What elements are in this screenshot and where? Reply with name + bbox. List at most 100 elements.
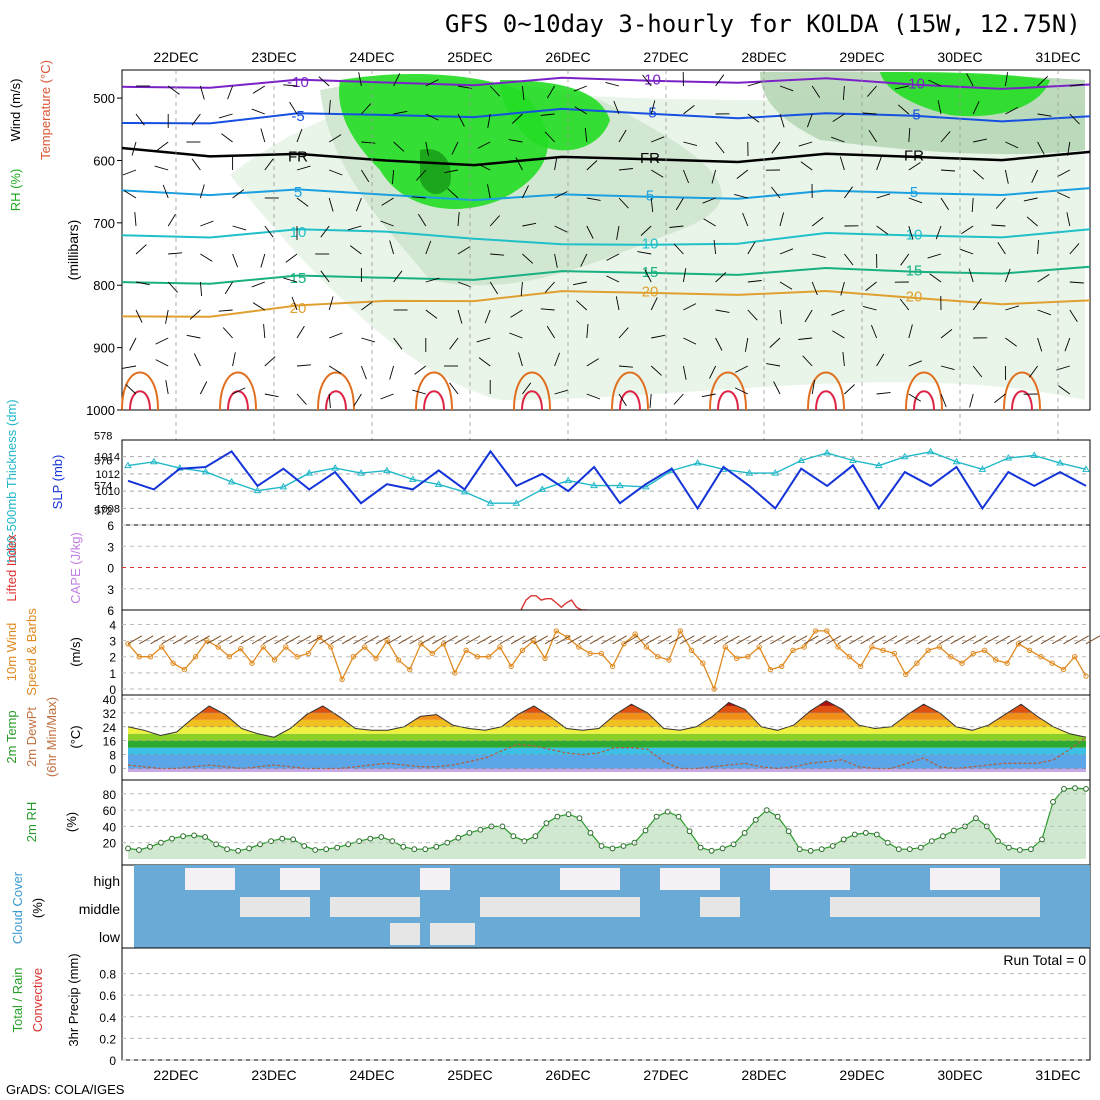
wind-barb [490,253,505,256]
wind-speed-point [249,660,255,666]
wind-speed-point [1026,647,1033,653]
thickness-point [823,449,831,456]
wind-barb [544,131,555,143]
wind10m-barb [240,635,255,645]
wind-barb [264,225,274,238]
isotherm-hot-loop [521,390,543,411]
ytick-thickness-label: 578 [94,430,112,442]
isotherm-label: 10 [290,224,307,241]
wind-speed-point [779,663,785,670]
isotherm-label: 20 [642,284,659,301]
wind-barb [616,225,620,240]
wind-barb [251,108,265,115]
rh-point [1039,836,1045,843]
wind-speed-point [192,654,199,660]
wind-barb [831,136,845,143]
wind-barb [222,327,233,339]
wind-speed-point [835,644,841,650]
wind-barb [744,337,749,352]
wind-barb [355,197,362,212]
wind-barb [414,365,427,375]
wind-barb [457,246,471,255]
wind-barb [477,141,491,149]
rh-point [455,834,462,841]
ylabel-wind10m: 10m Wind [4,623,19,682]
wind-speed-point [260,644,266,650]
wind-barb [296,325,305,339]
xtick-bottom-label: 28DEC [741,1067,786,1083]
ytick-temp-label: 24 [103,721,117,735]
wind-speed-point [553,628,559,634]
isotherm-label: 10 [906,226,923,243]
rh-point [840,836,847,843]
wind-barb [682,365,687,380]
ytick-li-label: 0 [107,562,114,576]
wind-barb [606,253,620,261]
wind-barb [1026,216,1038,227]
wind-barb [935,225,942,240]
wind-speed-point [1049,660,1055,666]
wind-speed-point [181,666,188,673]
wind-speed-point [125,641,131,647]
wind-barb [186,334,201,339]
wind-barb [715,272,727,283]
wind-barb [509,332,523,339]
wind-barb [1005,305,1019,311]
xtick-bottom-label: 24DEC [349,1067,394,1083]
wind-barb [615,296,620,311]
wind10m-barb [804,635,819,645]
wind-barb [876,353,885,367]
wind-speed-point [147,654,154,660]
rh-point [389,838,396,844]
temp-band [128,719,1086,727]
wind-barb [927,253,942,259]
wind-barb [811,281,818,296]
ylabel-slp: SLP (mb) [50,455,65,510]
rh-point [147,843,153,850]
wind-barb [361,169,370,183]
wind-barb [675,197,684,211]
isotherm-hot-loop [815,390,837,411]
ytick-precip-label: 0.6 [99,989,116,1003]
thickness-point [150,457,158,465]
wind-barb [522,253,534,264]
wind-barb [289,101,298,115]
wind-barb [773,381,781,395]
wind-barb [771,141,781,154]
wind-speed-point [429,650,435,657]
wind-barb [457,113,465,127]
wind-barb [1037,309,1051,316]
rh-point [279,835,286,842]
wind10m-barb [634,635,650,645]
ytick-li-label: 6 [107,604,114,618]
rh-point [477,826,484,833]
wind-barb [444,169,459,174]
ylabel-2m-rh: 2m RH [24,802,39,842]
wind-speed-point [204,637,210,644]
xtick-bottom-label: 25DEC [447,1067,492,1083]
wind-barb [389,240,395,255]
wind-speed-point [350,654,357,660]
ytick-rh-label: 40 [103,820,117,834]
thickness-point [978,465,987,472]
wind-barb [451,141,459,155]
wind-speed-point [891,650,898,657]
wind-barb [360,365,367,380]
wind-barb [876,392,891,395]
rh-point [862,830,869,836]
thickness-point [952,457,961,465]
wind-speed-point [238,646,244,652]
wind-barb [447,188,459,199]
wind-barb [682,268,687,283]
ytick-pressure-label: 700 [93,216,115,231]
thickness-point [279,482,288,490]
rh-point [774,813,781,820]
ytick-pressure-label: 1000 [86,403,115,418]
ylabel-convective: Convective [30,968,45,1032]
thickness-point [771,469,780,476]
wind-barb [489,85,501,97]
wind-barb [478,357,491,367]
ytick-wind-label: 4 [109,618,116,632]
temp-line [127,700,1087,738]
wind-barb [969,393,974,408]
